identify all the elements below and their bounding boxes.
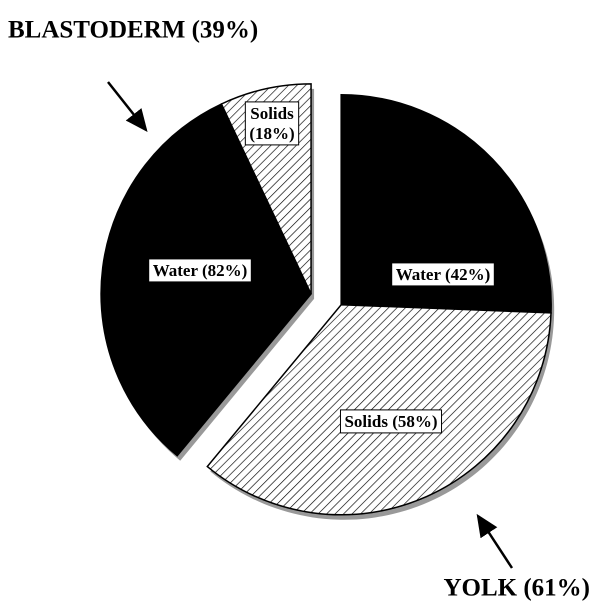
slice-label: Solids (18%) xyxy=(249,104,294,143)
slice-label: Water (82%) xyxy=(153,261,248,280)
pie-slice xyxy=(340,93,552,314)
label-box xyxy=(391,262,495,287)
label-box xyxy=(244,101,300,146)
label-box xyxy=(148,258,252,283)
slice-label: Water (42%) xyxy=(396,265,491,284)
group-label: YOLK (61%) xyxy=(443,575,590,602)
yolk-arrow xyxy=(476,513,514,569)
group-label: BLASTODERM (39%) xyxy=(8,17,258,44)
slice-label: Solids (58%) xyxy=(344,412,437,431)
label-box xyxy=(339,409,443,434)
blastoderm-arrow xyxy=(107,81,148,132)
